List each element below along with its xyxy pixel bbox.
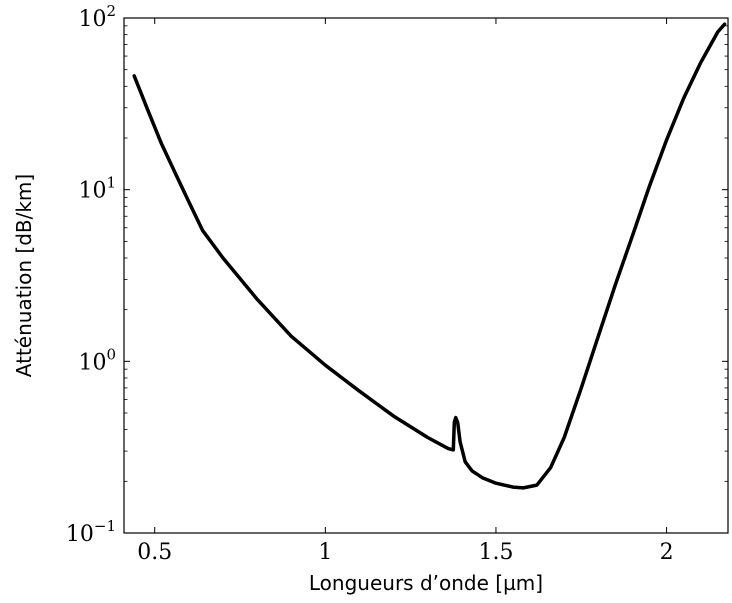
series-layer [132,22,727,490]
y-tick-label: 10−1 [66,517,116,547]
x-tick-label: 0.5 [137,540,172,565]
y-tick-label: 100 [78,345,116,375]
x-tick-label: 2 [660,540,674,565]
y-axis-label: Atténuation [dB/km] [12,174,36,377]
y-tick-label: 102 [78,2,116,32]
tick-labels-layer: 0.5 1 1.5 2 10−1 100 101 102 [66,2,674,565]
attenuation-curve [132,22,727,490]
plot-frame [123,17,729,534]
x-axis-label: Longueurs d’onde [µm] [309,571,543,595]
x-tick-label: 1 [318,540,332,565]
ticks-layer [124,17,728,534]
y-tick-label: 101 [78,174,116,204]
x-tick-label: 1.5 [478,540,513,565]
